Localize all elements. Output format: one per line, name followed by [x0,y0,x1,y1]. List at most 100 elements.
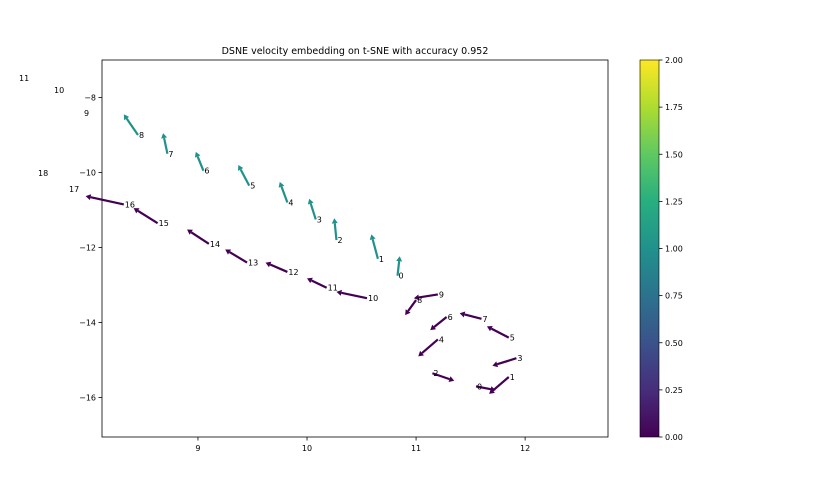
velocity-arrow-head [492,361,499,368]
velocity-arrow-shaft [475,385,491,391]
colorbar-tick-label: 0.25 [665,386,683,395]
velocity-arrow-shaft [125,117,139,136]
colorbar-tick-label: 2.00 [665,56,683,65]
point-label: 13 [248,259,258,268]
velocity-arrow-shaft [228,251,248,264]
colorbar-tick-label: 0.75 [665,292,683,301]
colorbar-tick-label: 0.00 [665,433,683,442]
velocity-arrow-head [413,294,420,301]
point-label: 15 [159,219,169,228]
velocity-arrow-head [486,325,493,332]
point-label: 7 [483,315,488,324]
point-label: 0 [477,382,482,391]
velocity-arrow-shaft [432,372,450,381]
point-label: 3 [317,215,322,224]
y-tick-label: −10 [79,169,96,178]
velocity-arrow-head [85,194,92,201]
point-label: 2 [337,236,342,245]
outside-labels: 11 10 9 18 17 [19,74,89,194]
velocity-arrow-shaft [492,376,510,392]
outside-point-label: 11 [19,74,29,83]
colorbar-tick-label: 1.25 [665,197,683,206]
y-tick-label: −8 [84,94,96,103]
velocity-arrow-head [430,324,437,331]
point-label: 1 [379,255,384,264]
x-tick-label: 11 [411,444,421,453]
velocity-arrow-head [265,261,272,268]
velocity-arrow-shaft [137,209,159,225]
y-tick-label: −14 [79,319,96,328]
velocity-arrow-head [489,388,495,394]
velocity-arrow-shaft [490,327,510,339]
velocity-arrow-shaft [418,293,439,299]
velocity-arrow-head [336,289,342,296]
point-label: 14 [210,240,220,249]
colorbar-ticks: 0.00 0.25 0.50 0.75 1.00 1.25 1.50 1.75 2.00 [659,56,683,442]
velocity-arrow-head [194,151,201,158]
point-label: 6 [204,167,209,176]
velocity-arrow-shaft [309,203,317,220]
velocity-arrow-head [161,133,168,139]
point-label: 2 [433,369,438,378]
velocity-arrow-head [307,277,313,284]
velocity-arrow-shaft [341,291,368,300]
x-axis-ticks: 9 10 11 12 [195,437,530,453]
point-label: 5 [510,334,515,343]
velocity-arrow-head [278,181,285,188]
velocity-arrow-shaft [396,261,401,276]
velocity-arrow-head [187,229,193,235]
outside-point-label: 10 [54,86,64,95]
velocity-arrow-head [459,311,466,318]
velocity-arrow-shaft [421,338,439,354]
velocity-arrow-shaft [433,316,448,328]
outside-point-label: 17 [69,185,79,194]
velocity-arrow-head [418,350,424,357]
colorbar-tick-label: 1.00 [665,245,683,254]
velocity-arrow-head [307,198,314,205]
outside-point-label: 18 [38,169,48,178]
plot-area [101,59,609,438]
y-tick-label: −12 [79,244,96,253]
velocity-arrow-shaft [496,357,517,366]
velocity-arrow-shaft [407,299,417,312]
point-label: 7 [168,150,173,159]
velocity-arrow-shaft [333,223,338,241]
colorbar-tick-label: 1.50 [665,150,683,159]
point-label: 16 [125,200,135,209]
outside-point-label: 9 [84,109,89,118]
velocity-arrow-shaft [190,231,210,245]
velocity-arrow-shaft [196,156,205,172]
x-tick-label: 9 [195,444,200,453]
velocity-arrow-shaft [311,279,328,289]
point-label: 12 [288,268,298,277]
velocity-arrow-shaft [464,313,482,320]
point-label: 4 [288,199,293,208]
point-label: 8 [417,296,422,305]
velocity-arrow-head [369,234,376,241]
point-label: 3 [517,354,522,363]
velocity-arrow-shaft [269,263,288,273]
velocity-arrow-head [331,218,338,224]
velocity-arrow-shaft [239,168,251,187]
x-tick-label: 10 [302,444,312,453]
velocity-arrow-head [396,256,403,262]
velocity-arrow-head [237,165,244,171]
y-axis-ticks: −8 −10 −12 −14 −16 [79,94,102,403]
velocity-arrow-head [133,208,140,214]
point-label: 5 [250,182,255,191]
velocity-arrow-shaft [163,137,169,155]
velocity-arrow-shaft [280,186,289,203]
velocity-arrow-shaft [90,196,125,206]
point-label: 1 [510,373,515,382]
velocity-arrow-head [123,114,130,121]
colorbar [639,59,660,438]
colorbar-tick-label: 0.50 [665,339,683,348]
velocity-arrow-shaft [371,238,379,260]
velocity-arrow-head [405,309,411,316]
point-label: 8 [139,131,144,140]
point-label: 10 [368,294,378,303]
velocity-arrow-head [448,376,455,382]
point-label: 6 [448,313,453,322]
